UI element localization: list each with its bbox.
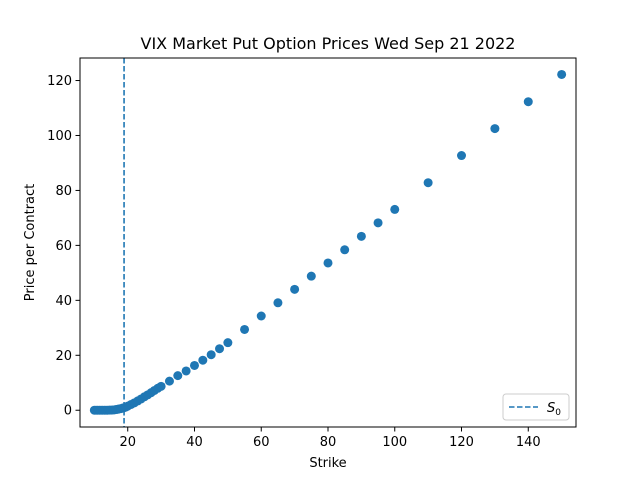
data-point xyxy=(423,178,433,188)
data-point xyxy=(523,97,533,107)
data-point xyxy=(323,258,333,268)
y-tick-label: 100 xyxy=(47,129,72,144)
legend-label-subscript: 0 xyxy=(555,408,561,418)
data-point xyxy=(189,360,199,370)
x-tick-label: 40 xyxy=(186,435,203,450)
data-point xyxy=(181,366,191,376)
data-point xyxy=(223,338,233,348)
y-axis-ticks: 0 20 40 60 80 100 120 xyxy=(47,74,80,419)
data-point xyxy=(557,69,567,79)
data-point xyxy=(290,284,300,294)
y-tick-label: 60 xyxy=(55,239,72,254)
data-point xyxy=(356,231,366,241)
data-point xyxy=(390,204,400,214)
x-axis-label: Strike xyxy=(309,456,346,471)
y-tick-label: 120 xyxy=(47,74,72,89)
x-axis-ticks: 20 40 60 80 100 120 140 xyxy=(119,427,541,450)
data-point xyxy=(156,381,166,391)
y-tick-label: 40 xyxy=(55,294,72,309)
data-point xyxy=(164,376,174,386)
chart-title: VIX Market Put Option Prices Wed Sep 21 … xyxy=(141,34,516,53)
x-tick-label: 80 xyxy=(320,435,337,450)
data-point xyxy=(273,298,283,308)
legend-label-main: S xyxy=(547,401,555,416)
y-tick-label: 80 xyxy=(55,184,72,199)
legend: S0 xyxy=(502,393,570,421)
x-tick-label: 120 xyxy=(449,435,474,450)
data-point xyxy=(306,271,316,281)
x-tick-label: 20 xyxy=(119,435,136,450)
data-point xyxy=(206,350,216,360)
y-tick-label: 0 xyxy=(64,404,72,419)
x-tick-label: 100 xyxy=(382,435,407,450)
data-point xyxy=(240,324,250,334)
data-point xyxy=(198,355,208,365)
data-point xyxy=(340,245,350,255)
data-point xyxy=(215,344,225,354)
data-point xyxy=(457,151,467,161)
data-point xyxy=(256,311,266,321)
data-point xyxy=(490,124,500,134)
x-tick-label: 140 xyxy=(516,435,541,450)
data-points xyxy=(89,69,567,415)
x-tick-label: 60 xyxy=(253,435,270,450)
data-point xyxy=(373,218,383,228)
legend-label: S0 xyxy=(547,401,561,418)
y-axis-label: Price per Contract xyxy=(23,184,38,302)
y-tick-label: 20 xyxy=(55,349,72,364)
plot-frame xyxy=(79,57,577,428)
data-point xyxy=(173,371,183,381)
